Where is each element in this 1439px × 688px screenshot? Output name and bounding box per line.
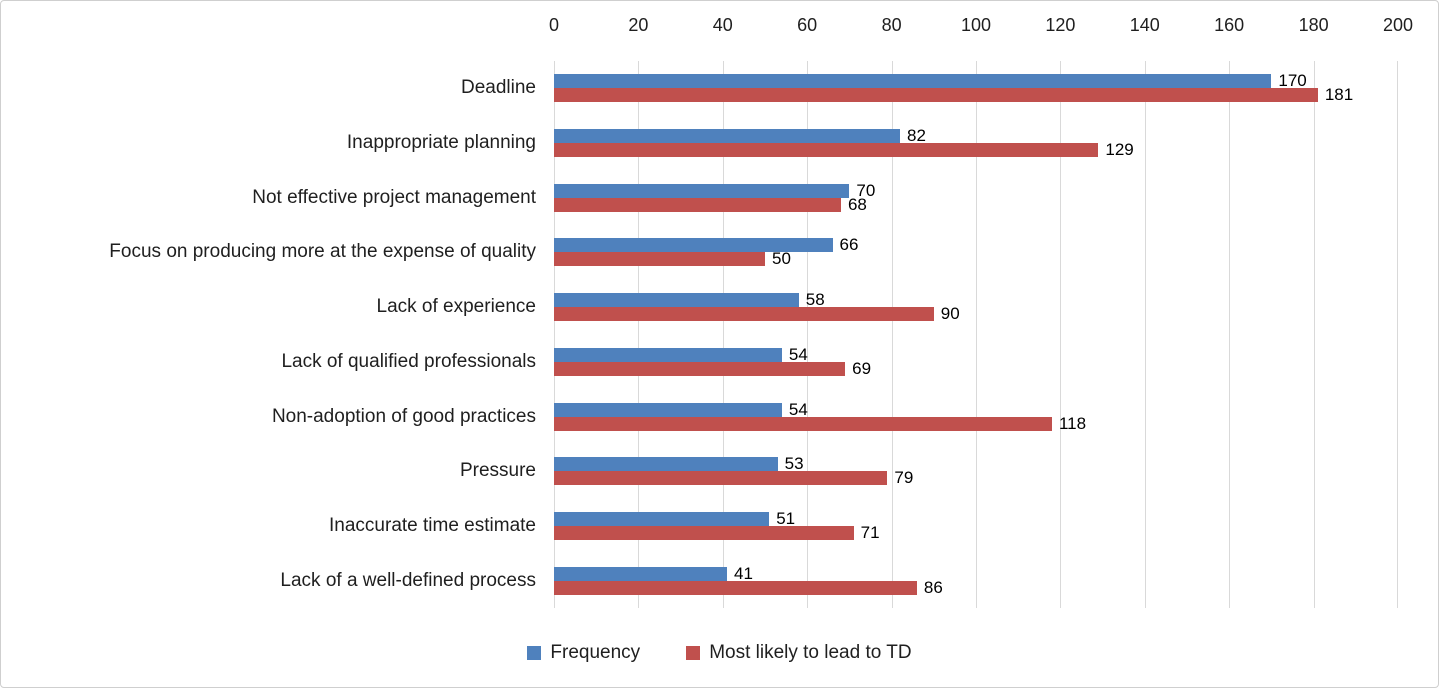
bar-frequency[interactable] (554, 566, 728, 581)
bar-group: 66 50 (554, 225, 1398, 280)
data-label: 53 (784, 454, 804, 474)
data-label: 90 (940, 304, 960, 324)
data-label: 69 (852, 358, 872, 378)
x-axis-tick: 20 (628, 15, 649, 35)
data-label: 68 (847, 194, 867, 214)
bar-most-likely-td[interactable] (554, 361, 846, 376)
category-label: Not effective project management (252, 186, 536, 208)
data-label: 82 (907, 126, 926, 146)
data-label: 51 (776, 508, 796, 528)
gridline (638, 61, 640, 608)
gridline (722, 61, 724, 608)
x-axis-tick: 100 (960, 15, 992, 35)
x-axis-tick: 0 (548, 15, 560, 35)
bar-group: 82 129 (554, 116, 1398, 171)
data-label: 118 (1058, 413, 1087, 433)
legend-label: Frequency (550, 642, 641, 663)
gridline (1397, 61, 1398, 608)
legend: Frequency Most likely to lead to TD (1, 635, 1438, 671)
x-axis-tick: 140 (1129, 15, 1160, 35)
bar-frequency[interactable] (554, 347, 782, 362)
data-label: 86 (923, 577, 943, 597)
x-axis-tick: 180 (1298, 15, 1329, 35)
bar-most-likely-td[interactable] (554, 88, 1318, 103)
legend-swatch-icon (686, 646, 701, 660)
category-label: Non-adoption of good practices (271, 405, 536, 427)
bar-group: 54 118 (554, 389, 1398, 444)
category-label: Lack of a well-defined process (280, 569, 536, 591)
data-label: 58 (805, 290, 825, 310)
bar-group: 51 71 (554, 499, 1398, 554)
x-axis-tick: 40 (712, 15, 733, 35)
bar-frequency[interactable] (554, 74, 1272, 89)
bar-most-likely-td[interactable] (554, 197, 841, 212)
legend-entry[interactable]: Frequency (527, 642, 640, 664)
data-label: 66 (839, 235, 859, 255)
category-label: Lack of experience (376, 296, 537, 318)
bar-group: 54 69 (554, 335, 1398, 390)
x-axis-tick: 80 (881, 15, 902, 35)
bar-group: 58 90 (554, 280, 1398, 335)
bar-most-likely-td[interactable] (554, 525, 854, 540)
bar-frequency[interactable] (554, 457, 778, 472)
data-label: 129 (1105, 140, 1134, 160)
gridline (1313, 61, 1315, 608)
gridline (976, 61, 977, 608)
bar-group: 53 79 (554, 444, 1398, 499)
data-label: 50 (772, 249, 791, 269)
x-axis-tick: 200 (1382, 15, 1414, 35)
x-axis: 0 20 40 60 80 100 120 140 160 180 200 (549, 1, 1413, 61)
bar-frequency[interactable] (554, 402, 782, 417)
data-label: 70 (856, 180, 876, 200)
gridline (554, 61, 555, 608)
gridline (807, 61, 809, 608)
bar-group: 170 181 (554, 61, 1398, 116)
data-label: 181 (1324, 85, 1354, 105)
bar-frequency[interactable] (554, 293, 799, 308)
bar-frequency[interactable] (554, 129, 901, 144)
bar-frequency[interactable] (554, 183, 850, 198)
bar-most-likely-td[interactable] (554, 307, 934, 322)
legend-entry[interactable]: Most likely to lead to TD (686, 642, 912, 664)
bar-frequency[interactable] (554, 511, 770, 526)
bar-frequency[interactable] (554, 238, 833, 253)
x-axis-tick: 60 (797, 15, 818, 35)
category-label: Pressure (459, 460, 536, 482)
legend-label: Most likely to lead to TD (709, 642, 912, 663)
category-label: Lack of qualified professionals (281, 350, 536, 372)
category-label: Inappropriate planning (346, 132, 536, 154)
gridline (1229, 61, 1231, 608)
category-label: Inaccurate time estimate (329, 514, 536, 536)
category-label: Focus on producing more at the expense o… (109, 241, 536, 263)
plot-area: 170 181 82 129 70 68 66 50 58 90 54 69 54 118 53 79 51 71… (554, 61, 1398, 608)
data-label: 41 (734, 563, 753, 583)
data-label: 79 (894, 468, 914, 488)
bar-most-likely-td[interactable] (554, 252, 765, 267)
bar-most-likely-td[interactable] (554, 143, 1099, 158)
category-axis: Deadline Inappropriate planning Not effect… (1, 61, 545, 608)
data-label: 54 (788, 344, 808, 364)
gridline (891, 61, 893, 608)
bar-most-likely-td[interactable] (554, 580, 917, 595)
legend-swatch-icon (527, 646, 542, 660)
data-label: 54 (788, 399, 808, 419)
bar-group: 41 86 (554, 553, 1398, 608)
bar-group: 70 68 (554, 170, 1398, 225)
x-axis-tick: 120 (1045, 15, 1076, 35)
bar-most-likely-td[interactable] (554, 416, 1052, 431)
x-axis-tick: 160 (1214, 15, 1245, 35)
gridline (1144, 61, 1146, 608)
gridline (1060, 61, 1062, 608)
data-label: 71 (860, 522, 880, 542)
bar-most-likely-td[interactable] (554, 471, 888, 486)
data-label: 170 (1278, 71, 1307, 91)
category-label: Deadline (461, 77, 536, 99)
